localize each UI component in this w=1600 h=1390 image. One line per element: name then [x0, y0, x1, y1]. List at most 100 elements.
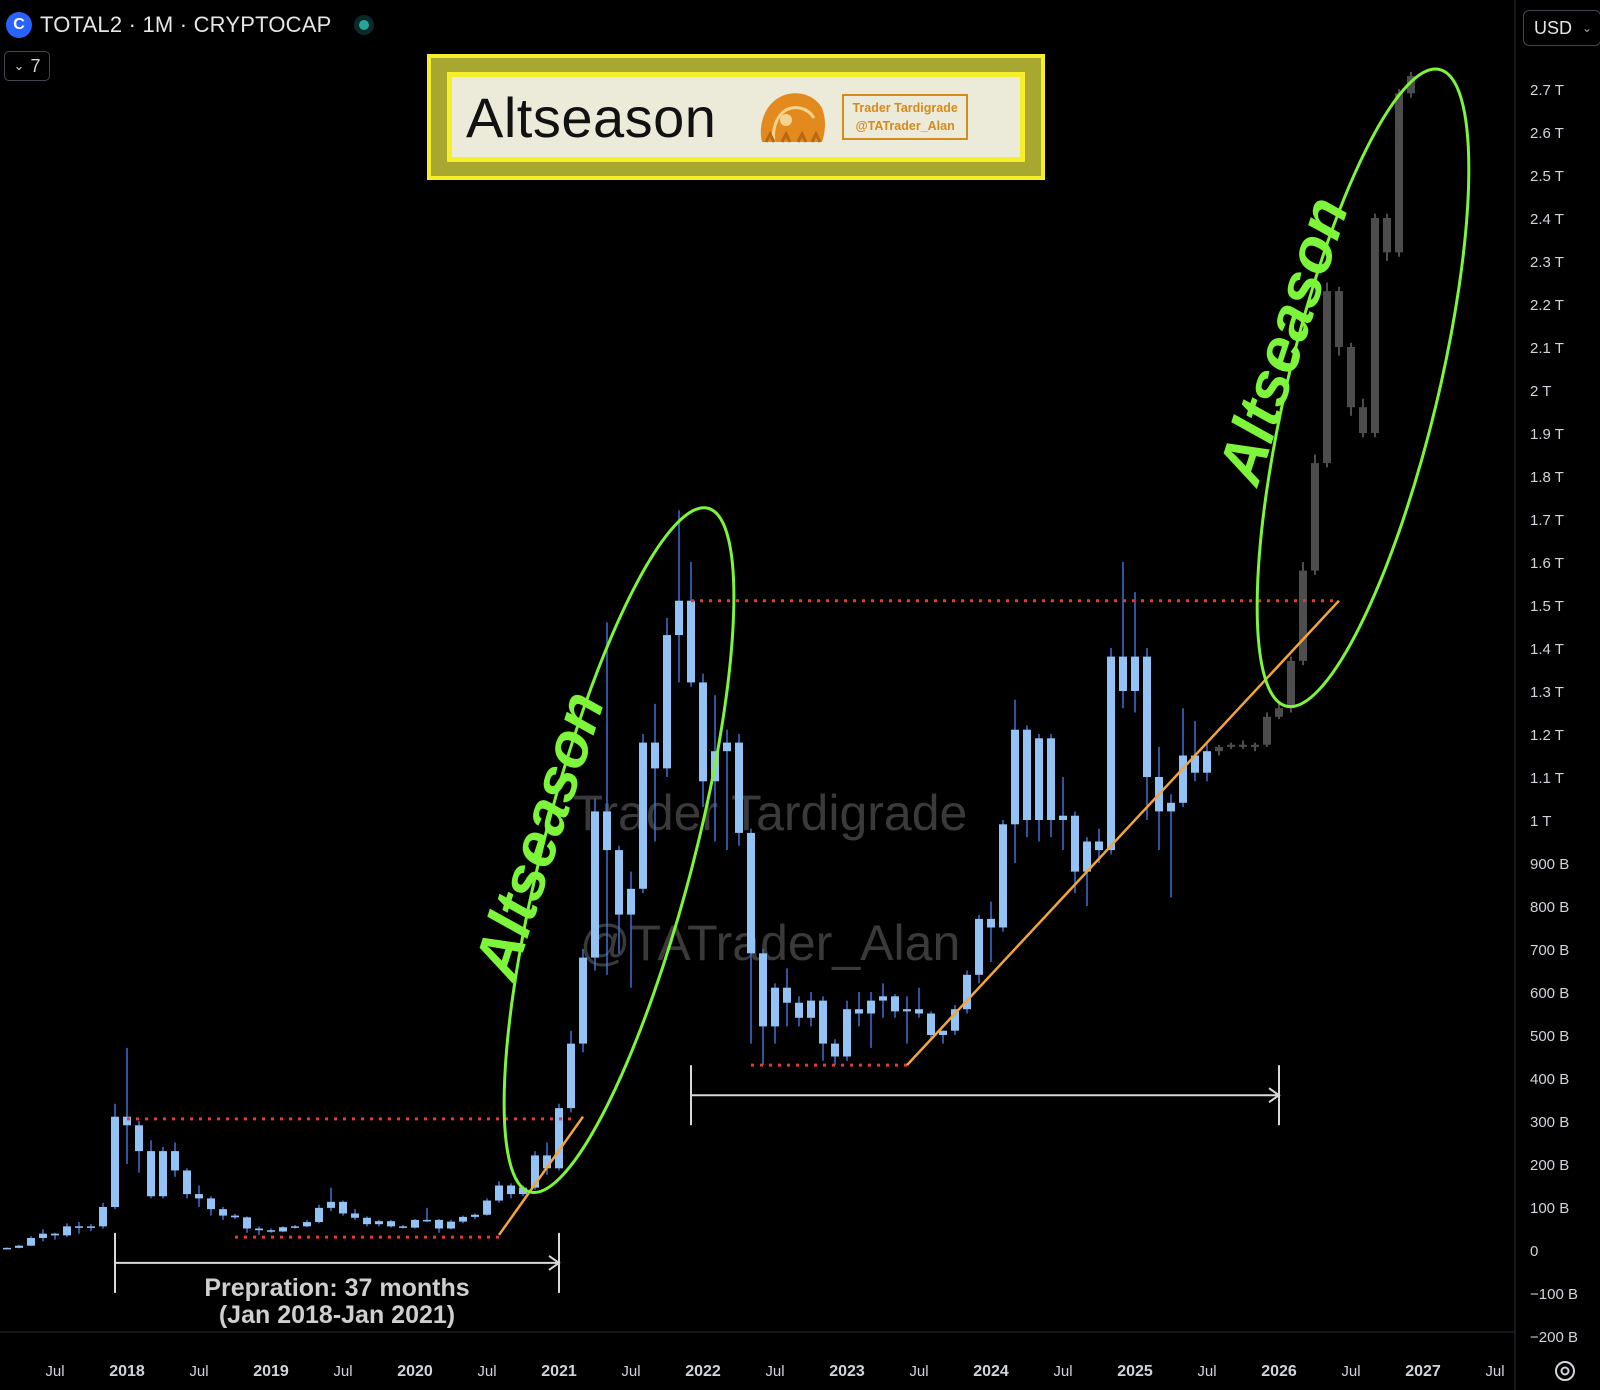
candle[interactable]	[963, 974, 971, 1010]
candle[interactable]	[1203, 751, 1211, 773]
candle[interactable]	[579, 957, 587, 1044]
candle[interactable]	[627, 888, 635, 915]
projection-candle[interactable]	[1227, 744, 1235, 747]
candle[interactable]	[99, 1207, 107, 1227]
candle[interactable]	[747, 832, 755, 954]
candle[interactable]	[531, 1155, 539, 1188]
candle[interactable]	[51, 1233, 59, 1236]
candle[interactable]	[123, 1116, 131, 1126]
candle[interactable]	[759, 953, 767, 1027]
projection-candle[interactable]	[1263, 716, 1271, 745]
candle[interactable]	[1011, 729, 1019, 825]
candle[interactable]	[495, 1185, 503, 1201]
candle[interactable]	[147, 1151, 155, 1197]
candle[interactable]	[1191, 755, 1199, 773]
candle[interactable]	[663, 635, 671, 769]
candle[interactable]	[447, 1221, 455, 1229]
indicators-toggle-button[interactable]: ⌄ 7	[4, 51, 50, 81]
candle[interactable]	[819, 1000, 827, 1044]
candle[interactable]	[1095, 841, 1103, 851]
candle[interactable]	[171, 1151, 179, 1171]
candle[interactable]	[831, 1043, 839, 1057]
projection-candle[interactable]	[1359, 407, 1367, 433]
candle[interactable]	[891, 996, 899, 1012]
projection-candle[interactable]	[1215, 746, 1223, 752]
candle[interactable]	[903, 1009, 911, 1012]
candle[interactable]	[927, 1013, 935, 1036]
currency-select[interactable]: USD ⌄	[1523, 10, 1600, 46]
candle[interactable]	[1023, 729, 1031, 820]
candle[interactable]	[87, 1226, 95, 1228]
candle[interactable]	[951, 1009, 959, 1031]
candle[interactable]	[219, 1209, 227, 1216]
candle[interactable]	[1035, 738, 1043, 820]
candle[interactable]	[723, 742, 731, 752]
candle[interactable]	[1071, 815, 1079, 872]
candle[interactable]	[243, 1217, 251, 1229]
candle[interactable]	[879, 996, 887, 1001]
projection-candle[interactable]	[1239, 744, 1247, 747]
projection-candle[interactable]	[1395, 93, 1403, 253]
candle[interactable]	[1119, 656, 1127, 691]
candle[interactable]	[195, 1194, 203, 1199]
candle[interactable]	[315, 1207, 323, 1223]
candle[interactable]	[387, 1221, 395, 1227]
candle[interactable]	[807, 1000, 815, 1018]
candle[interactable]	[615, 850, 623, 915]
candle[interactable]	[735, 742, 743, 833]
candle[interactable]	[1179, 755, 1187, 803]
candle[interactable]	[375, 1221, 383, 1225]
candle[interactable]	[159, 1151, 167, 1197]
candle[interactable]	[411, 1219, 419, 1228]
candle[interactable]	[639, 742, 647, 889]
candle[interactable]	[939, 1030, 947, 1035]
candle[interactable]	[63, 1226, 71, 1236]
candle[interactable]	[27, 1237, 35, 1246]
candle[interactable]	[435, 1219, 443, 1229]
candle[interactable]	[507, 1185, 515, 1195]
candle[interactable]	[15, 1245, 23, 1248]
candle[interactable]	[183, 1170, 191, 1195]
candle[interactable]	[867, 1000, 875, 1014]
projection-candle[interactable]	[1407, 76, 1415, 94]
candle[interactable]	[1083, 841, 1091, 872]
projection-candle[interactable]	[1371, 218, 1379, 433]
projection-candle[interactable]	[1323, 291, 1331, 464]
candle[interactable]	[399, 1226, 407, 1228]
candle[interactable]	[1131, 656, 1139, 691]
candle[interactable]	[987, 918, 995, 928]
candle[interactable]	[255, 1228, 263, 1231]
projection-candle[interactable]	[1311, 463, 1319, 571]
candle[interactable]	[483, 1200, 491, 1215]
candle[interactable]	[783, 987, 791, 1003]
candle[interactable]	[363, 1217, 371, 1225]
candle[interactable]	[291, 1226, 299, 1228]
candle[interactable]	[1167, 802, 1175, 812]
candle[interactable]	[207, 1198, 215, 1210]
candle[interactable]	[975, 918, 983, 975]
candle[interactable]	[651, 742, 659, 769]
candle[interactable]	[75, 1226, 83, 1228]
candle[interactable]	[519, 1187, 527, 1195]
candle[interactable]	[1059, 815, 1067, 820]
candle[interactable]	[687, 600, 695, 683]
candle[interactable]	[999, 824, 1007, 928]
candle[interactable]	[915, 1009, 923, 1014]
candle[interactable]	[303, 1222, 311, 1227]
candle[interactable]	[699, 682, 707, 782]
candle[interactable]	[591, 811, 599, 958]
candle[interactable]	[1047, 738, 1055, 820]
candle[interactable]	[231, 1215, 239, 1218]
candle[interactable]	[111, 1116, 119, 1207]
candle[interactable]	[351, 1213, 359, 1218]
candle[interactable]	[843, 1009, 851, 1057]
projection-candle[interactable]	[1335, 291, 1343, 347]
candle[interactable]	[471, 1214, 479, 1217]
candle[interactable]	[279, 1227, 287, 1232]
candle[interactable]	[339, 1201, 347, 1214]
candle[interactable]	[771, 987, 779, 1027]
symbol-title[interactable]: TOTAL2 · 1M · CRYPTOCAP	[40, 12, 332, 37]
candle[interactable]	[1143, 656, 1151, 777]
projection-candle[interactable]	[1383, 218, 1391, 253]
